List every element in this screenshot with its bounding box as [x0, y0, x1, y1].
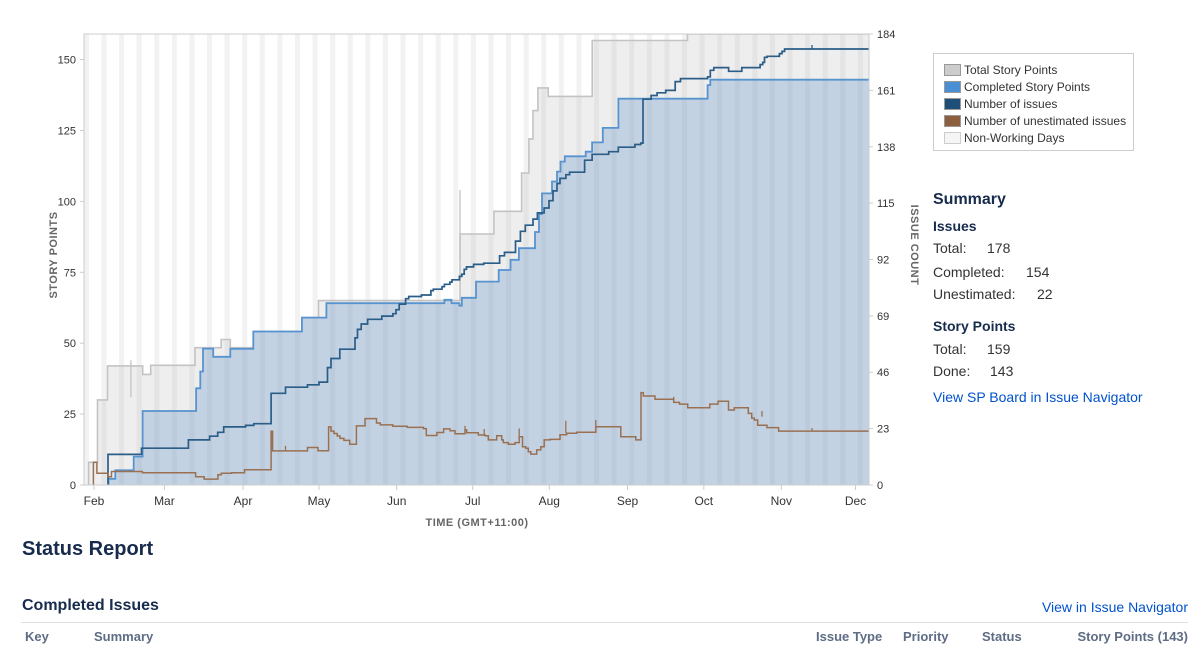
svg-text:Mar: Mar: [154, 494, 175, 508]
svg-text:Nov: Nov: [771, 494, 792, 508]
svg-text:115: 115: [877, 198, 895, 210]
svg-text:125: 125: [58, 125, 76, 137]
svg-text:50: 50: [64, 338, 76, 350]
svg-text:Aug: Aug: [539, 494, 560, 508]
svg-text:138: 138: [877, 142, 895, 154]
svg-text:0: 0: [70, 480, 76, 492]
svg-text:161: 161: [877, 85, 895, 97]
svg-text:May: May: [308, 494, 331, 508]
svg-text:Sep: Sep: [617, 494, 639, 508]
svg-text:75: 75: [64, 267, 76, 279]
svg-text:Feb: Feb: [84, 494, 105, 508]
svg-text:Dec: Dec: [845, 494, 866, 508]
svg-text:0: 0: [877, 480, 883, 492]
svg-text:Apr: Apr: [234, 494, 253, 508]
svg-text:92: 92: [877, 255, 889, 267]
svg-text:ISSUE COUNT: ISSUE COUNT: [908, 205, 920, 286]
svg-text:150: 150: [58, 55, 76, 67]
svg-text:TIME (GMT+11:00): TIME (GMT+11:00): [425, 517, 528, 529]
svg-text:Jul: Jul: [465, 494, 480, 508]
svg-text:69: 69: [877, 311, 889, 323]
svg-text:184: 184: [877, 29, 895, 41]
svg-text:100: 100: [58, 196, 76, 208]
svg-text:Jun: Jun: [387, 494, 406, 508]
svg-text:23: 23: [877, 424, 889, 436]
svg-text:STORY POINTS: STORY POINTS: [48, 211, 60, 298]
svg-text:46: 46: [877, 367, 889, 379]
svg-text:25: 25: [64, 409, 76, 421]
svg-text:Oct: Oct: [694, 494, 713, 508]
